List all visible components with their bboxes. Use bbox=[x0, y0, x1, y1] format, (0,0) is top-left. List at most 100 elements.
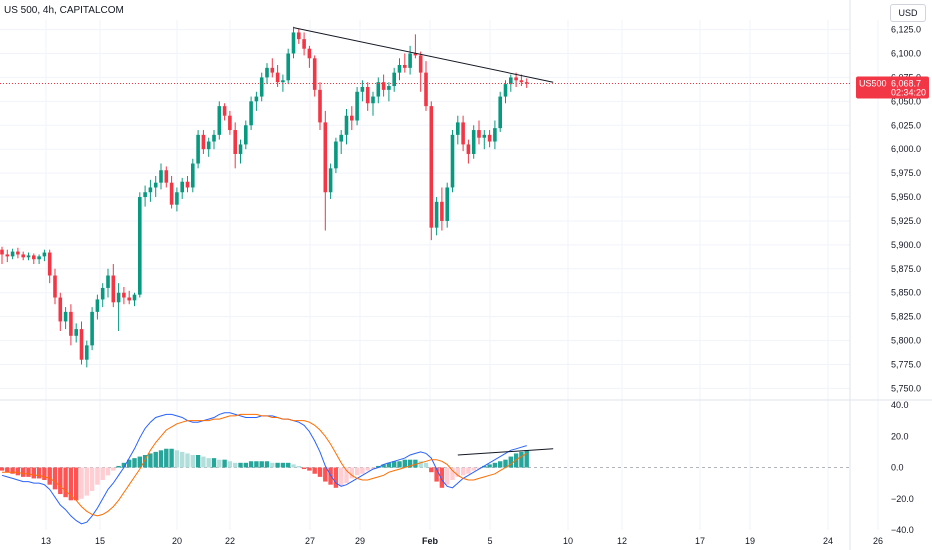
candle bbox=[403, 53, 407, 73]
candle bbox=[519, 74, 524, 87]
candle-body bbox=[514, 77, 518, 81]
candles-layer bbox=[0, 26, 529, 368]
candle bbox=[138, 192, 142, 298]
candle-body bbox=[487, 134, 492, 142]
macd-histogram-bar bbox=[460, 467, 466, 476]
candle-body bbox=[450, 134, 455, 188]
candle-body bbox=[471, 130, 476, 154]
macd-histogram-bar bbox=[307, 467, 312, 471]
macd-histogram-bar bbox=[174, 450, 180, 468]
candle bbox=[143, 185, 147, 207]
macd-histogram-bar bbox=[47, 467, 52, 485]
candle-body bbox=[418, 55, 423, 73]
macd-histogram-bar bbox=[450, 467, 455, 480]
candle bbox=[37, 254, 41, 265]
macd-histogram-bar bbox=[397, 461, 402, 468]
candle-body bbox=[180, 181, 184, 193]
candle-body bbox=[111, 275, 116, 303]
candle bbox=[222, 103, 227, 121]
macd-histogram-bar bbox=[137, 456, 142, 468]
candle-body bbox=[164, 170, 169, 183]
candle bbox=[477, 120, 481, 145]
candle-body bbox=[127, 297, 131, 301]
macd-histogram-bar bbox=[445, 467, 450, 485]
macd-histogram-bar bbox=[217, 459, 222, 468]
macd-histogram-bar bbox=[407, 459, 413, 468]
candle-body bbox=[434, 201, 439, 228]
candle bbox=[450, 130, 455, 193]
macd-histogram-bar bbox=[524, 450, 529, 468]
candle-body bbox=[482, 134, 487, 138]
candle bbox=[265, 63, 269, 85]
candle-body bbox=[286, 53, 290, 81]
candle bbox=[244, 120, 248, 150]
price-label-price: 6,068.7 bbox=[891, 78, 921, 88]
macd-histogram-bar bbox=[100, 467, 105, 480]
macd-histogram-bar bbox=[206, 458, 211, 468]
macd-histogram-bar bbox=[10, 467, 15, 474]
candle bbox=[334, 137, 338, 174]
time-tick-label: 19 bbox=[745, 536, 755, 546]
candle bbox=[413, 34, 418, 59]
candle-body bbox=[307, 48, 312, 59]
candle bbox=[493, 120, 497, 150]
macd-histogram-bar bbox=[26, 467, 31, 477]
macd-histogram-bar bbox=[15, 467, 21, 476]
macd-histogram-bar bbox=[127, 459, 132, 468]
macd-histogram-bar bbox=[180, 451, 185, 468]
macd-histogram-bar bbox=[429, 467, 434, 473]
time-tick-label: 22 bbox=[225, 536, 235, 546]
macd-histogram-bar bbox=[185, 453, 190, 468]
price-label-symbol: US500 bbox=[859, 78, 887, 88]
candle-body bbox=[69, 311, 73, 336]
candle-body bbox=[429, 106, 434, 228]
macd-axis: 40.0 20.0 0.0 −20.0 −40.0 bbox=[891, 400, 914, 535]
candle-body bbox=[360, 86, 365, 92]
candle bbox=[270, 58, 275, 78]
macd-histogram-bar bbox=[158, 450, 164, 468]
macd-histogram-bar bbox=[148, 453, 153, 468]
candle-body bbox=[106, 275, 110, 288]
candle bbox=[318, 82, 322, 131]
price-tick-label: 5,925.0 bbox=[891, 216, 921, 226]
candle-body bbox=[291, 32, 296, 54]
candle bbox=[180, 177, 184, 199]
macd-histogram-bar bbox=[301, 467, 307, 470]
macd-trendline-layer bbox=[457, 448, 554, 456]
candle-body bbox=[281, 80, 285, 83]
macd-histogram-bar bbox=[275, 462, 280, 468]
candle-body bbox=[413, 53, 418, 56]
candle-body bbox=[206, 141, 211, 150]
candle bbox=[90, 307, 94, 351]
candle-body bbox=[365, 86, 370, 104]
macd-histogram-bar bbox=[254, 461, 259, 468]
candle-body bbox=[212, 134, 216, 142]
candle-body bbox=[217, 106, 222, 135]
macd-histogram-bar bbox=[513, 453, 519, 468]
currency-button[interactable]: USD bbox=[890, 4, 926, 22]
candle bbox=[228, 110, 232, 135]
macd-histogram-bar bbox=[259, 461, 264, 468]
candle-body bbox=[344, 115, 349, 135]
price-label-box bbox=[856, 76, 929, 99]
candle-body bbox=[191, 163, 195, 188]
candle bbox=[434, 197, 439, 236]
price-tick-label: 5,900.0 bbox=[891, 240, 921, 250]
macd-histogram-bar bbox=[248, 461, 254, 468]
candle bbox=[63, 307, 68, 330]
macd-histogram-bar bbox=[498, 461, 503, 468]
candle-body bbox=[169, 182, 174, 205]
macd-histogram-layer bbox=[0, 448, 529, 501]
candle bbox=[5, 249, 10, 263]
candle bbox=[148, 179, 153, 202]
candle bbox=[328, 163, 333, 199]
candle-body bbox=[408, 53, 412, 68]
candle bbox=[355, 86, 359, 126]
candle-body bbox=[233, 130, 237, 154]
macd-tick-label: −20.0 bbox=[891, 494, 914, 504]
candle bbox=[79, 321, 84, 365]
candle-body bbox=[350, 115, 354, 121]
candle bbox=[418, 51, 423, 92]
macd-histogram-bar bbox=[227, 461, 233, 468]
